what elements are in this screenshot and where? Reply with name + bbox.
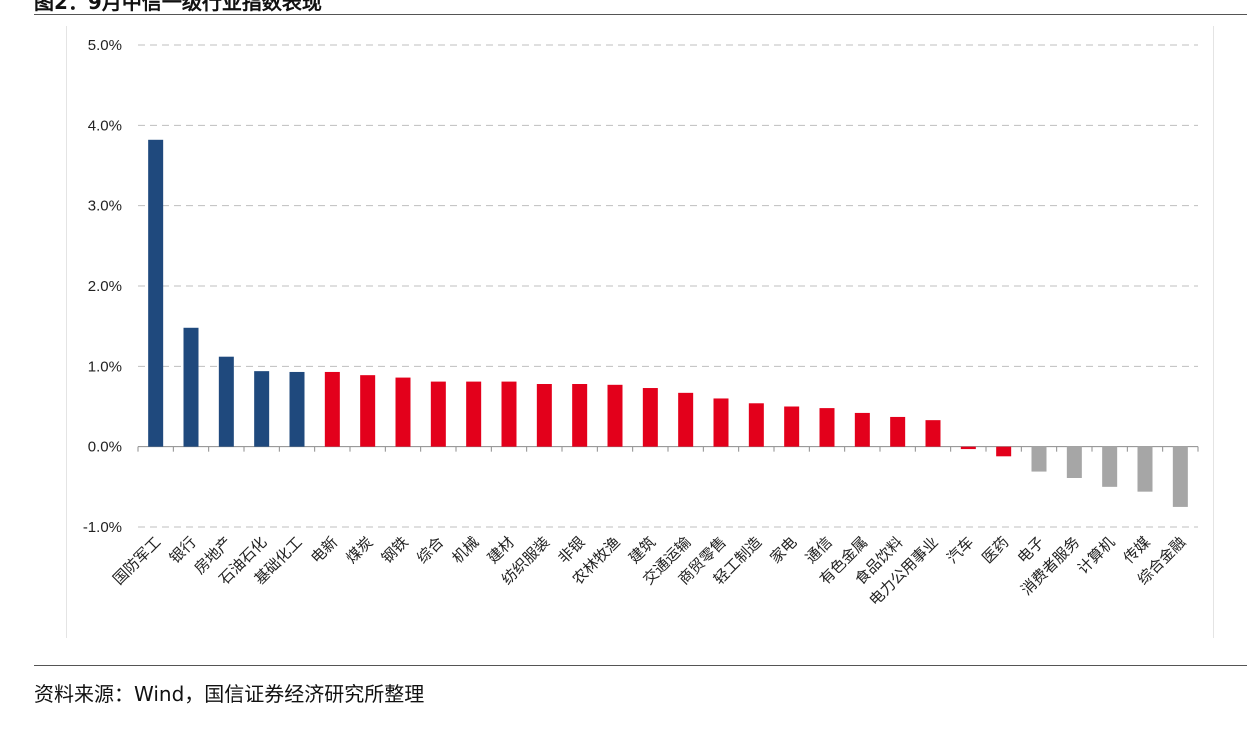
y-tick-label: 4.0% (88, 117, 122, 134)
bar (430, 381, 446, 447)
bar (1137, 446, 1153, 492)
x-category-label: 钢铁 (378, 533, 412, 567)
x-category-label: 国防军工 (109, 533, 164, 588)
bar (996, 446, 1012, 457)
bar (784, 406, 800, 447)
bar (854, 412, 870, 447)
bar (607, 384, 623, 447)
x-category-label: 汽车 (943, 533, 977, 567)
bar (1172, 446, 1188, 507)
bar (1031, 446, 1047, 472)
chart-title: 图2：9月中信一级行业指数表现 (34, 0, 322, 14)
bar (1066, 446, 1082, 478)
source-note: 资料来源：Wind，国信证券经济研究所整理 (34, 682, 425, 706)
bar (890, 416, 906, 447)
bar (536, 384, 552, 447)
bar (925, 420, 941, 447)
label-layer: -1.0%0.0%1.0%2.0%3.0%4.0%5.0%国防军工 银行房地产石油… (83, 37, 1189, 609)
bar (501, 381, 517, 447)
y-tick-label: -1.0% (83, 519, 122, 536)
bar (748, 403, 764, 447)
y-tick-label: 0.0% (88, 439, 122, 456)
bar (218, 356, 234, 447)
chart-frame (66, 26, 1214, 638)
bar (183, 327, 199, 447)
bottom-rule (34, 665, 1247, 666)
bar (642, 388, 658, 447)
y-tick-label: 2.0% (88, 278, 122, 295)
y-tick-label: 5.0% (88, 37, 122, 54)
bar (466, 381, 482, 447)
x-category-label: 煤炭 (343, 533, 377, 567)
bar (148, 139, 164, 447)
x-category-label: 综合 (413, 533, 447, 567)
bar (289, 371, 305, 447)
bar (678, 392, 694, 447)
y-tick-label: 1.0% (88, 358, 122, 375)
bar (254, 371, 270, 447)
grid-layer (138, 44, 1198, 528)
x-category-label: 机械 (449, 533, 483, 567)
bar (324, 371, 340, 447)
bar (713, 398, 729, 447)
bar (819, 408, 835, 447)
bar (395, 377, 411, 447)
bar-layer (148, 139, 1188, 507)
x-category-label: 电新 (307, 533, 341, 567)
top-rule (34, 14, 1247, 15)
x-category-label: 计算机 (1074, 533, 1119, 578)
bar (1102, 446, 1118, 487)
x-category-label: 家电 (767, 533, 801, 567)
bar (360, 375, 376, 447)
y-tick-label: 3.0% (88, 198, 122, 215)
axis-layer (137, 446, 1199, 452)
bar (572, 384, 588, 447)
x-category-label: 医药 (979, 533, 1013, 567)
bar (960, 446, 976, 450)
